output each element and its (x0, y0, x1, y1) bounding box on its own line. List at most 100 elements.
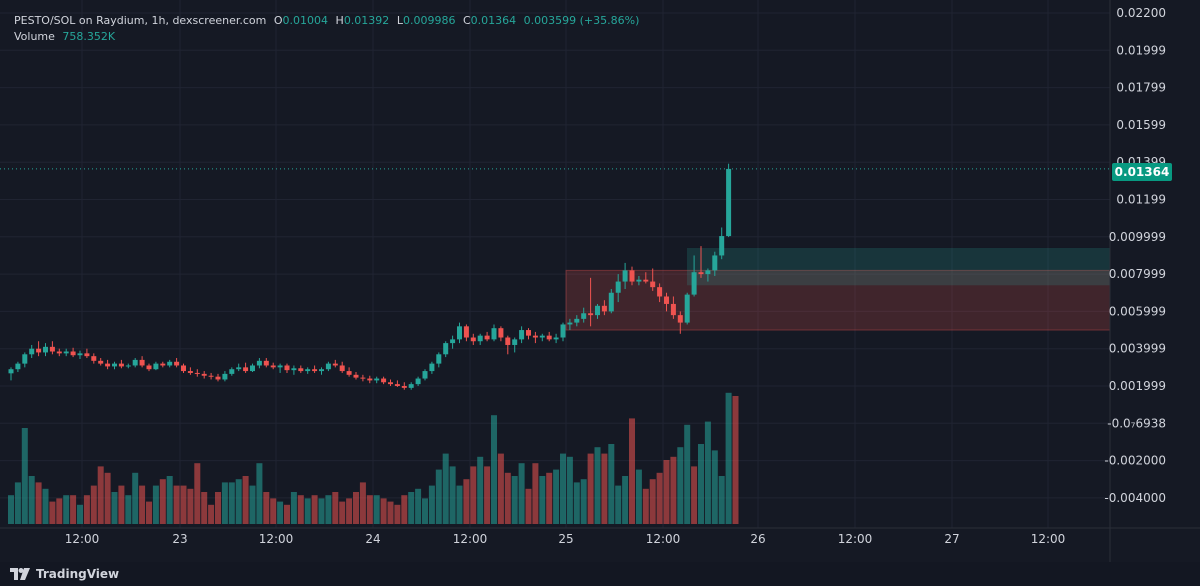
volume-bar (442, 453, 449, 524)
candle (546, 331, 552, 342)
candle (477, 333, 483, 345)
volume-bar (366, 495, 373, 524)
candle (208, 372, 214, 380)
candle (726, 163, 732, 238)
candle (560, 322, 566, 342)
time-tick-label: 12:00 (646, 532, 681, 546)
candle-body (615, 281, 621, 293)
candle (305, 367, 311, 374)
candle (98, 358, 104, 366)
candle (677, 311, 683, 334)
candle (270, 362, 276, 370)
volume-bar (56, 498, 63, 524)
time-tick-label: 12:00 (65, 532, 100, 546)
volume-bar (649, 479, 656, 524)
price-tick-label: -0.004000 (1104, 491, 1166, 505)
time-tick-label: 12:00 (838, 532, 873, 546)
volume-bar (180, 485, 187, 524)
candle-body (201, 373, 207, 376)
low-value: 0.009986 (402, 14, 456, 27)
candle-body (229, 369, 235, 374)
volume-bar (8, 495, 14, 524)
candle-body (498, 328, 504, 338)
volume-bar (97, 466, 104, 524)
candle (229, 367, 235, 376)
candle-body (118, 363, 124, 367)
volume-bar (532, 463, 539, 524)
candle-body (401, 386, 407, 388)
candle (132, 358, 138, 368)
candle (463, 324, 469, 342)
time-tick-label: 12:00 (1031, 532, 1066, 546)
price-tick-label: -0.0₇6938 (1107, 416, 1166, 430)
candle-body (194, 372, 200, 374)
candle (181, 363, 186, 373)
candle (526, 328, 531, 340)
candle-body (353, 374, 359, 378)
volume-bar (484, 466, 491, 524)
candle (263, 358, 269, 368)
candle (643, 272, 649, 284)
candle (519, 326, 525, 344)
time-tick-label: 25 (558, 532, 573, 546)
volume-label: Volume (14, 30, 55, 43)
candle (664, 292, 669, 312)
candle (712, 251, 718, 276)
candle-body (505, 337, 511, 345)
price-tick-label: 0.02200 (1116, 6, 1166, 20)
candle-body (670, 303, 676, 316)
candle-body (312, 369, 318, 372)
candle (118, 359, 124, 369)
candle-body (236, 367, 242, 370)
candle (484, 331, 490, 342)
volume-bar (339, 501, 346, 524)
candle (401, 382, 407, 390)
open-value: 0.01004 (282, 14, 329, 27)
candle-body (388, 382, 393, 385)
price-tick-label: 0.009999 (1109, 230, 1166, 244)
candle (691, 255, 697, 297)
volume-bar (242, 476, 249, 524)
candle (353, 372, 359, 380)
candle-body (374, 378, 380, 381)
open-label: O (273, 14, 283, 27)
price-tick-label: 0.007999 (1109, 267, 1166, 281)
candle (360, 374, 366, 382)
volume-bar (139, 485, 146, 524)
candle-body (15, 363, 21, 370)
candle-body (657, 287, 663, 297)
price-chart[interactable]: 0.022000.019990.017990.015990.013990.011… (0, 0, 1200, 562)
price-axis[interactable]: 0.022000.019990.017990.015990.013990.011… (1104, 0, 1166, 562)
candle-body (477, 335, 483, 342)
demand-zone (687, 247, 1110, 286)
candle-body (719, 236, 725, 256)
candle-body (381, 378, 387, 383)
volume-bar (297, 495, 304, 524)
volume-bar (525, 488, 532, 524)
candle (250, 363, 255, 373)
candle (636, 275, 642, 286)
tradingview-brand[interactable]: TradingView (10, 567, 119, 581)
time-axis[interactable]: 12:00 23 12:00 24 12:00 25 12:00 26 12:00 27 12:00 (0, 527, 1200, 546)
volume-bar (284, 504, 290, 524)
candle (215, 373, 221, 382)
candle (222, 371, 228, 382)
tradingview-label: TradingView (36, 567, 120, 581)
candle (567, 318, 573, 331)
volume-bar (394, 504, 401, 524)
candle-body (112, 363, 117, 367)
volume-bar (270, 498, 277, 524)
volume-bar (118, 485, 125, 524)
volume-bar (42, 488, 49, 524)
volume-bar (187, 488, 194, 524)
candle (43, 343, 48, 357)
low-label: L (396, 14, 403, 27)
candle (160, 361, 166, 368)
volume-bar (711, 450, 718, 524)
candle-body (70, 351, 76, 356)
price-tick-label: 0.01799 (1116, 81, 1166, 95)
candle-body (698, 272, 704, 275)
candle (70, 347, 76, 358)
volume-bar (422, 498, 428, 524)
